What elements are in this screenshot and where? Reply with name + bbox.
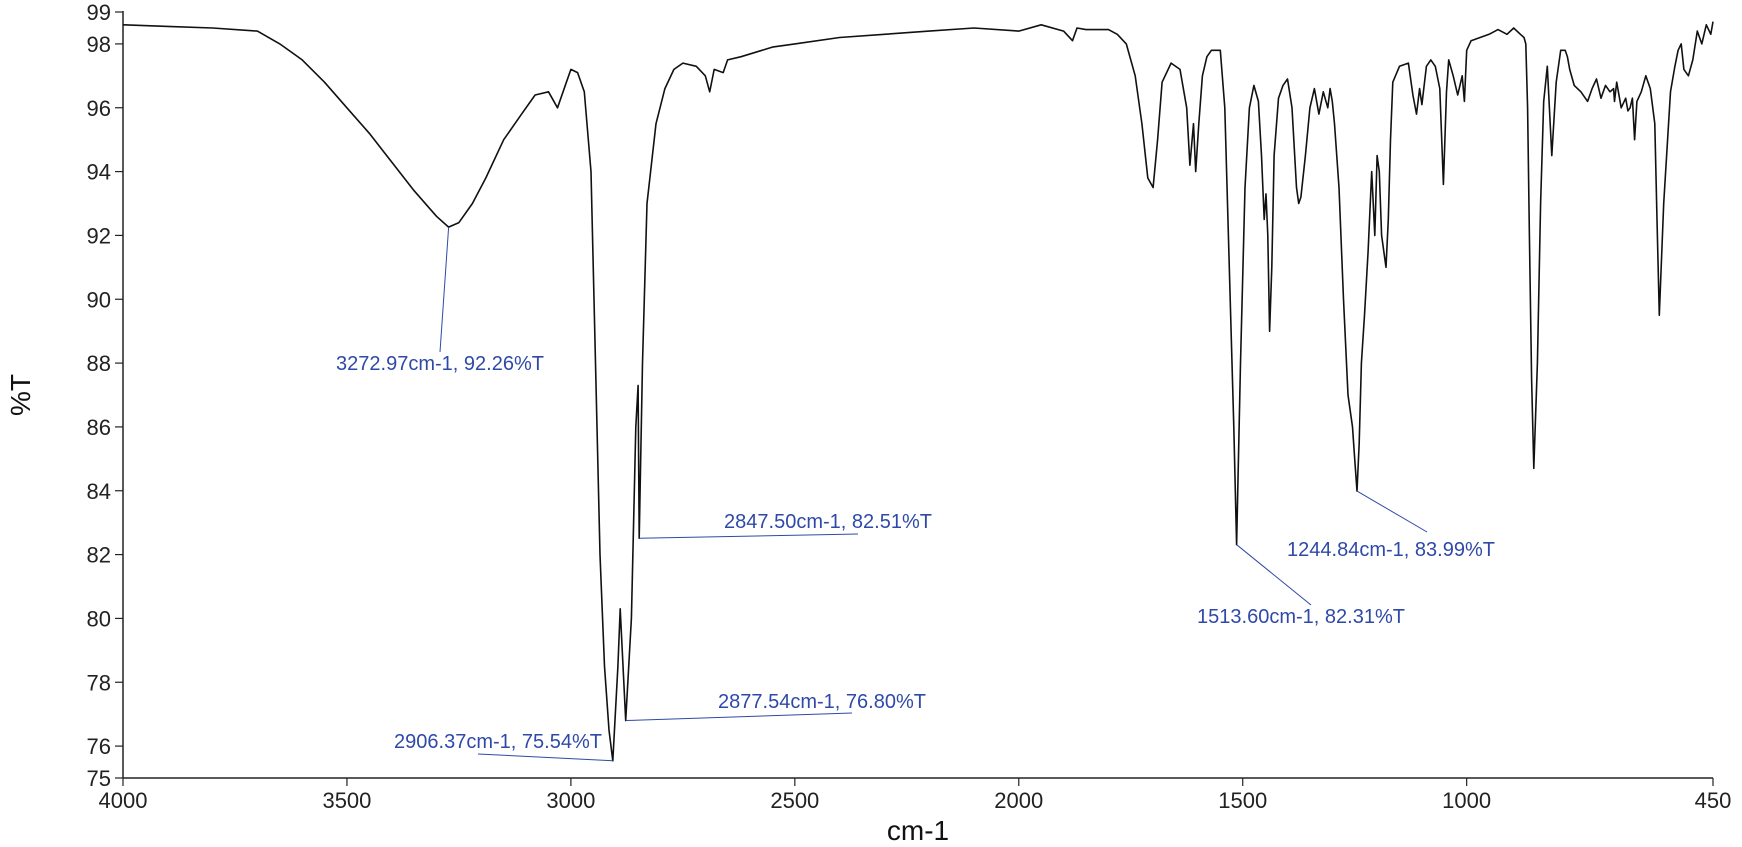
y-tick-label: 75: [87, 766, 111, 791]
x-tick-label: 3000: [546, 788, 595, 813]
peak-leader-line: [1236, 544, 1312, 606]
spectrum-line: [122, 21, 1714, 762]
peak-label: 2877.54cm-1, 76.80%T: [718, 691, 926, 713]
peak-leader-line: [439, 227, 450, 353]
y-tick-label: 76: [87, 734, 111, 759]
y-tick-label: 78: [87, 670, 111, 695]
x-tick-label: 4000: [99, 788, 148, 813]
chart-axes: 75 76 78 80 82 84 86 88 90 92 94 96 98 99 4000 3500 3000…: [87, 0, 1732, 813]
peak-leader-line: [477, 753, 613, 762]
x-tick-label: 450: [1695, 788, 1732, 813]
peak-label: 1244.84cm-1, 83.99%T: [1287, 539, 1495, 561]
peak-label: 2847.50cm-1, 82.51%T: [724, 511, 932, 533]
peak-label: 2906.37cm-1, 75.54%T: [394, 731, 602, 753]
y-tick-label: 84: [87, 479, 111, 504]
y-tick-label: 86: [87, 415, 111, 440]
y-tick-label: 88: [87, 351, 111, 376]
y-axis-title: %T: [5, 374, 36, 416]
spectrum-series: [122, 21, 1714, 762]
y-tick-label: 96: [87, 96, 111, 121]
x-tick-label: 1500: [1218, 788, 1267, 813]
y-tick-label: 82: [87, 543, 111, 568]
y-tick-label: 99: [87, 0, 111, 25]
x-axis-title: cm-1: [887, 815, 949, 846]
peak-leader-line: [625, 712, 853, 722]
x-tick-label: 1000: [1442, 788, 1491, 813]
y-tick-label: 80: [87, 606, 111, 631]
peak-label: 3272.97cm-1, 92.26%T: [336, 353, 544, 375]
y-tick-label: 94: [87, 160, 111, 185]
peak-leader-line: [1356, 490, 1428, 533]
y-tick-label: 92: [87, 223, 111, 248]
peak-label: 1513.60cm-1, 82.31%T: [1197, 606, 1405, 628]
y-tick-label: 90: [87, 287, 111, 312]
x-tick-label: 2500: [770, 788, 819, 813]
y-tick-label: 98: [87, 32, 111, 57]
peak-annotations: 3272.97cm-1, 92.26%T 2847.50cm-1, 82.51%T…: [336, 227, 1495, 762]
peak-leader-line: [639, 533, 859, 539]
x-tick-label: 2000: [994, 788, 1043, 813]
x-tick-label: 3500: [322, 788, 371, 813]
